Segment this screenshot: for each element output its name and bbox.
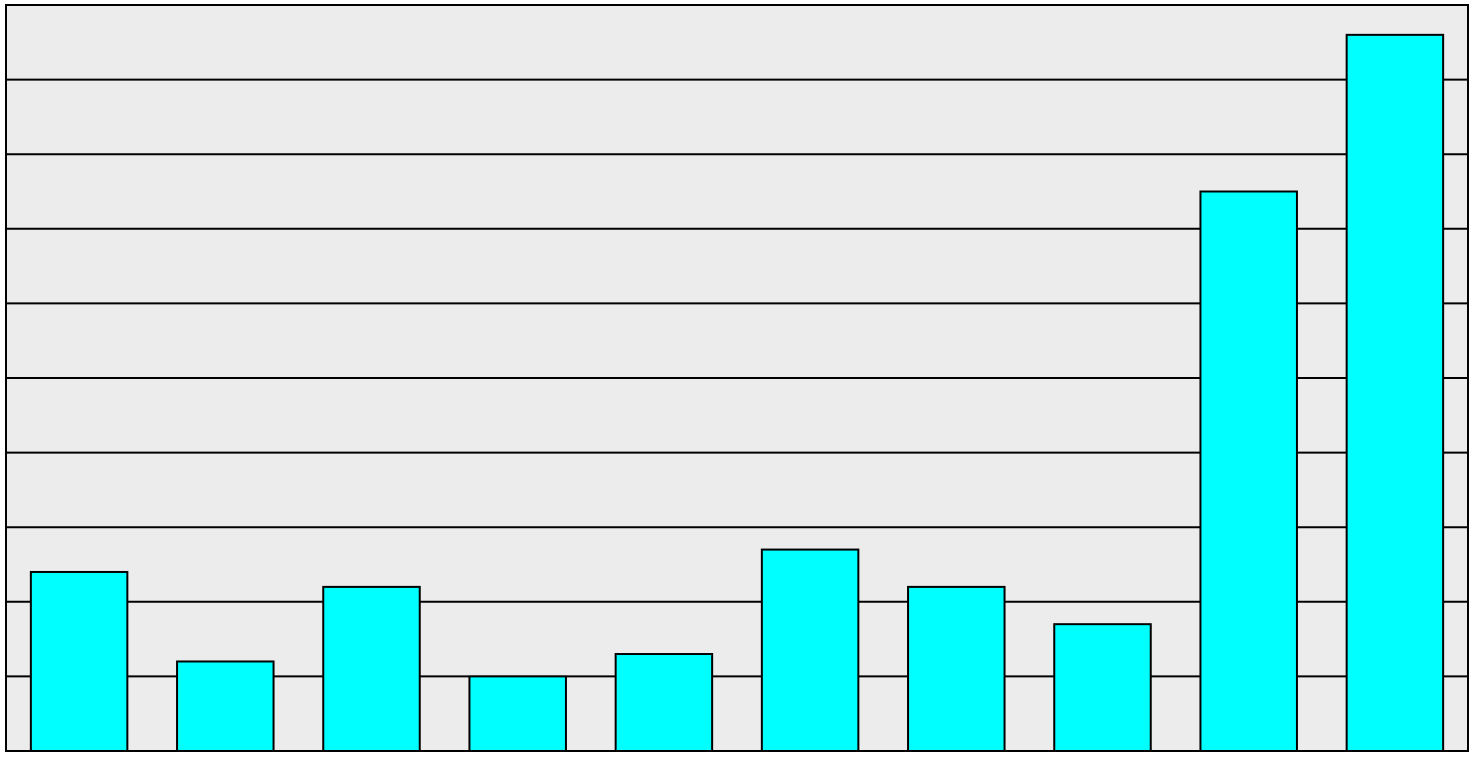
bar <box>760 548 860 753</box>
bar <box>468 675 567 753</box>
bar <box>322 585 421 752</box>
bar <box>907 585 1006 752</box>
bar <box>614 653 714 753</box>
bar <box>29 570 129 753</box>
bar <box>176 660 275 752</box>
bar <box>1053 623 1152 752</box>
bar <box>1199 190 1298 752</box>
plot-border <box>5 4 1469 752</box>
bar <box>1345 33 1445 752</box>
